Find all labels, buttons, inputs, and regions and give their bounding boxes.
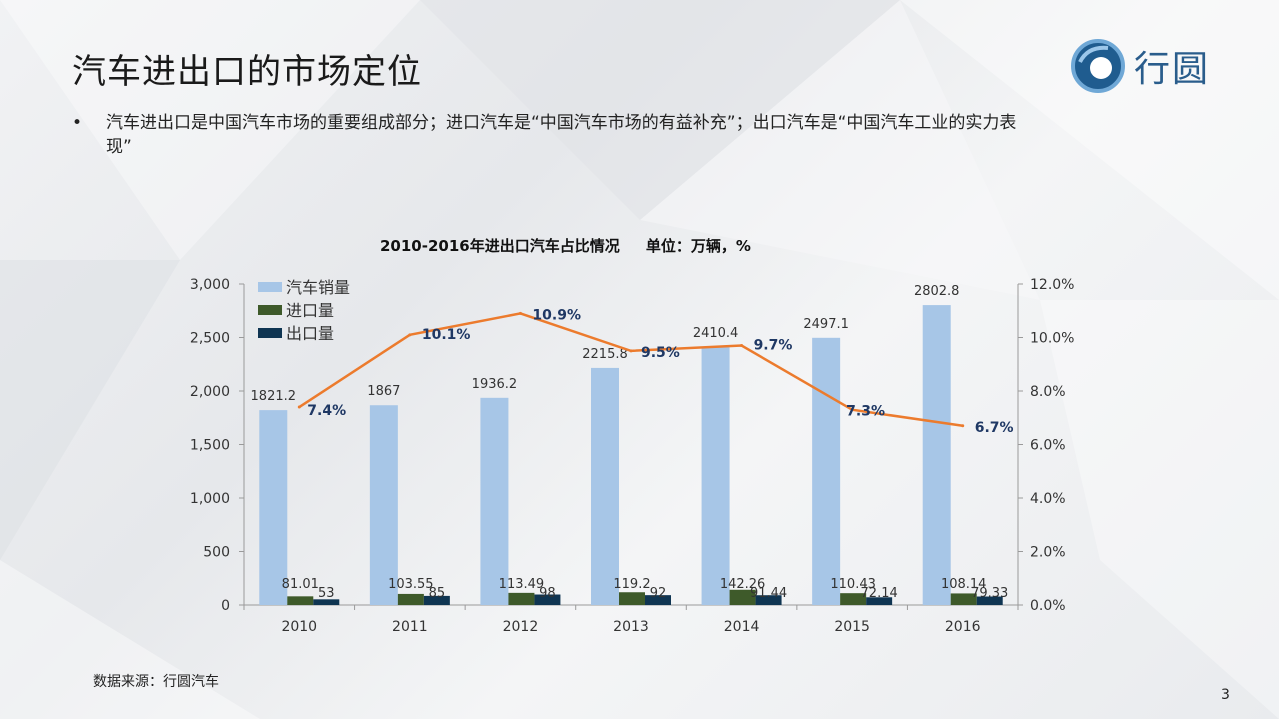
ratio-point (850, 408, 854, 412)
page-number: 3 (1221, 687, 1230, 703)
data-label-import: 103.55 (388, 577, 434, 592)
brand-logo: 行圆 (1070, 38, 1210, 94)
bar-import (619, 592, 645, 605)
bar-export (976, 596, 1003, 605)
legend-swatch (258, 328, 282, 338)
data-label-ratio: 6.7% (975, 420, 1014, 436)
bar-export (645, 595, 671, 605)
data-label-sales: 1936.2 (472, 377, 518, 392)
data-label-export: 92 (650, 586, 667, 601)
bar-sales (701, 347, 730, 605)
data-label-ratio: 9.5% (641, 345, 680, 361)
data-label-ratio: 7.4% (307, 403, 346, 419)
data-label-ratio: 10.9% (532, 307, 581, 323)
data-label-sales: 1867 (367, 384, 400, 399)
x-tick-label: 2015 (834, 619, 870, 635)
ratio-point (961, 424, 965, 428)
bar-import (508, 592, 535, 605)
data-source: 数据来源：行圆汽车 (93, 674, 219, 690)
bar-import (950, 593, 977, 605)
y-tick-label-right: 2.0% (1030, 545, 1066, 561)
x-tick-label: 2012 (503, 619, 539, 635)
x-tick-label: 2010 (281, 619, 317, 635)
y-tick-label-left: 1,500 (190, 438, 230, 454)
y-tick-label-left: 0 (221, 598, 230, 614)
bar-sales (480, 397, 509, 605)
chart-title: 2010-2016年进出口汽车占比情况 单位：万辆，% (380, 237, 751, 255)
data-label-ratio: 10.1% (422, 327, 471, 343)
logo-icon (1071, 39, 1125, 93)
data-label-import: 108.14 (941, 577, 987, 592)
bar-import (397, 593, 424, 605)
legend-swatch (258, 305, 282, 315)
bar-export (755, 595, 782, 605)
y-tick-label-left: 1,000 (190, 491, 230, 507)
bullet-item: • 汽车进出口是中国汽车市场的重要组成部分；进口汽车是“中国汽车市场的有益补充”… (72, 111, 1032, 159)
bar-import (287, 596, 314, 605)
bar-sales (812, 337, 841, 605)
legend-swatch (258, 282, 282, 292)
bullet-text: 汽车进出口是中国汽车市场的重要组成部分；进口汽车是“中国汽车市场的有益补充”；出… (106, 113, 1017, 157)
legend-label: 汽车销量 (286, 278, 350, 297)
data-label-export: 85 (429, 586, 446, 601)
y-tick-label-right: 8.0% (1030, 384, 1066, 400)
y-tick-label-left: 2,500 (190, 331, 230, 347)
data-label-sales: 2410.4 (693, 326, 739, 341)
bar-sales (259, 410, 288, 605)
bar-export (313, 599, 340, 605)
data-label-sales: 2215.8 (582, 347, 628, 362)
data-label-export: 53 (318, 586, 335, 601)
data-label-import: 119.2 (613, 577, 650, 592)
x-tick-label: 2016 (945, 619, 981, 635)
x-tick-label: 2014 (724, 619, 760, 635)
data-label-sales: 2497.1 (803, 317, 849, 332)
ratio-point (408, 333, 412, 337)
data-label-sales: 1821.2 (251, 389, 297, 404)
y-tick-label-right: 10.0% (1030, 331, 1074, 347)
data-label-ratio: 9.7% (754, 338, 793, 354)
ratio-point (629, 349, 633, 353)
data-label-export: 98 (539, 586, 556, 601)
x-tick-label: 2011 (392, 619, 428, 635)
data-label-export: 91.44 (750, 586, 787, 601)
legend-label: 进口量 (286, 301, 334, 320)
bar-sales (591, 367, 619, 605)
logo-text: 行圆 (1134, 49, 1211, 90)
ratio-point (740, 344, 744, 348)
data-label-import: 113.49 (499, 577, 545, 592)
data-label-export: 72.14 (861, 586, 898, 601)
data-label-ratio: 7.3% (846, 404, 885, 420)
bar-export (534, 594, 561, 605)
x-tick-label: 2013 (613, 619, 649, 635)
data-label-import: 110.43 (830, 577, 876, 592)
bar-import (840, 593, 867, 605)
bar-sales (922, 305, 951, 605)
bar-export (423, 595, 450, 605)
y-tick-label-right: 4.0% (1030, 491, 1066, 507)
bar-import (729, 589, 756, 605)
legend-label: 出口量 (286, 324, 334, 343)
y-tick-label-left: 3,000 (190, 277, 230, 293)
bullet-marker: • (72, 113, 83, 133)
data-label-export: 79.33 (971, 586, 1008, 601)
bar-sales (369, 405, 398, 605)
ratio-point (518, 311, 522, 315)
y-tick-label-right: 12.0% (1030, 277, 1074, 293)
bar-export (866, 597, 893, 605)
y-tick-label-left: 2,000 (190, 384, 230, 400)
ratio-point (297, 405, 301, 409)
data-label-import: 142.26 (720, 577, 766, 592)
page-title: 汽车进出口的市场定位 (72, 52, 422, 92)
y-tick-label-right: 0.0% (1030, 598, 1066, 614)
data-label-sales: 2802.8 (914, 284, 960, 299)
y-tick-label-right: 6.0% (1030, 438, 1066, 454)
y-tick-label-left: 500 (203, 545, 230, 561)
data-label-import: 81.01 (282, 577, 319, 592)
